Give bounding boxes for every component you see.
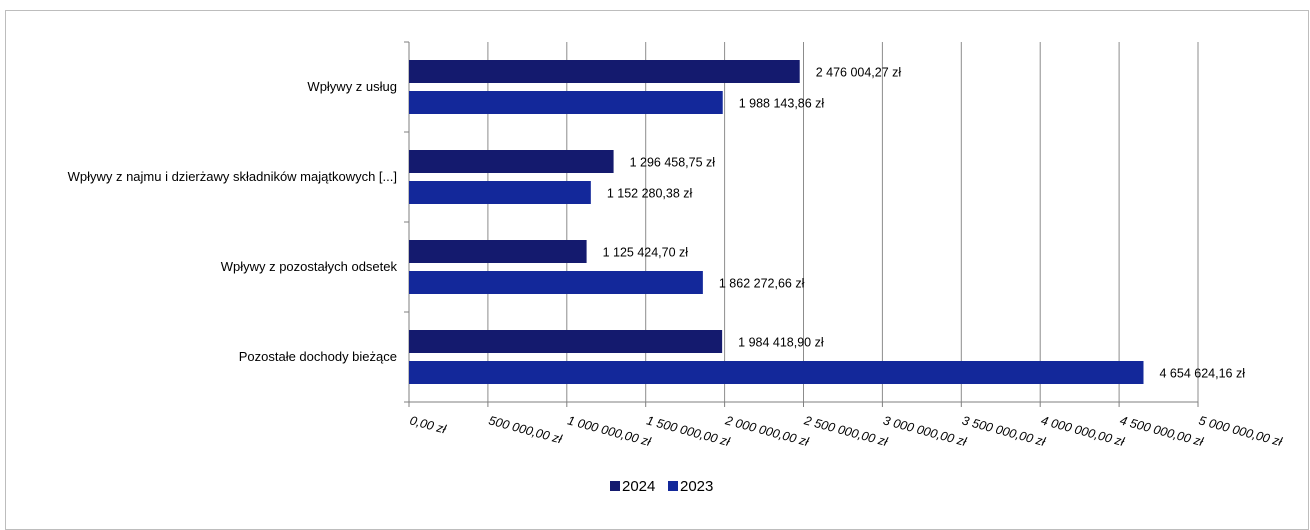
- x-tick-label: 500 000,00 zł: [487, 413, 564, 446]
- category-label: Wpływy z usług: [307, 79, 397, 94]
- bar-chart: 0,00 zł 500 000,00 zł 1 000 000,00 zł1 500…: [68, 41, 1285, 495]
- bar-2024: [409, 330, 723, 353]
- data-label: 1 296 458,75 zł: [630, 156, 716, 170]
- category-label: Wpływy z pozostałych odsetek: [221, 259, 398, 274]
- bar-2023: [409, 271, 703, 294]
- category-label: Wpływy z najmu i dzierżawy składników ma…: [68, 169, 397, 184]
- bar-2024: [409, 60, 800, 83]
- bar-2023: [409, 91, 723, 114]
- data-label: 1 984 418,90 zł: [738, 336, 824, 350]
- bar-2024: [409, 150, 614, 173]
- x-tick-label: 3 500 000,00 zł: [961, 413, 1048, 449]
- bar-2023: [409, 181, 591, 204]
- x-tick-label: 2 500 000,00 zł: [802, 413, 890, 449]
- bar-2024: [409, 240, 587, 263]
- x-tick-label: 2 000 000,00 zł: [723, 413, 811, 449]
- legend-swatch: [610, 481, 620, 491]
- data-label: 1 862 272,66 zł: [719, 277, 805, 291]
- legend-label: 2023: [680, 478, 713, 495]
- x-tick-label: 4 500 000,00 zł: [1118, 413, 1205, 449]
- data-label: 1 125 424,70 zł: [603, 246, 689, 260]
- x-tick-label: 3 000 000,00 zł: [882, 413, 969, 449]
- x-tick-label: 4 000 000,00 zł: [1039, 413, 1126, 449]
- data-label: 1 988 143,86 zł: [739, 97, 825, 111]
- bar-2023: [409, 361, 1144, 384]
- legend-swatch: [668, 481, 678, 491]
- x-tick-label: 1 500 000,00 zł: [645, 413, 732, 449]
- x-tick-label: 5 000 000,00 zł: [1197, 413, 1284, 449]
- legend-label: 2024: [622, 478, 655, 495]
- x-tick-label: 0,00 zł: [408, 413, 448, 436]
- category-label: Pozostałe dochody bieżące: [239, 349, 397, 364]
- x-tick-label: 1 000 000,00 zł: [566, 413, 653, 449]
- data-label: 2 476 004,27 zł: [816, 66, 902, 80]
- data-label: 4 654 624,16 zł: [1159, 367, 1245, 381]
- data-label: 1 152 280,38 zł: [607, 187, 693, 201]
